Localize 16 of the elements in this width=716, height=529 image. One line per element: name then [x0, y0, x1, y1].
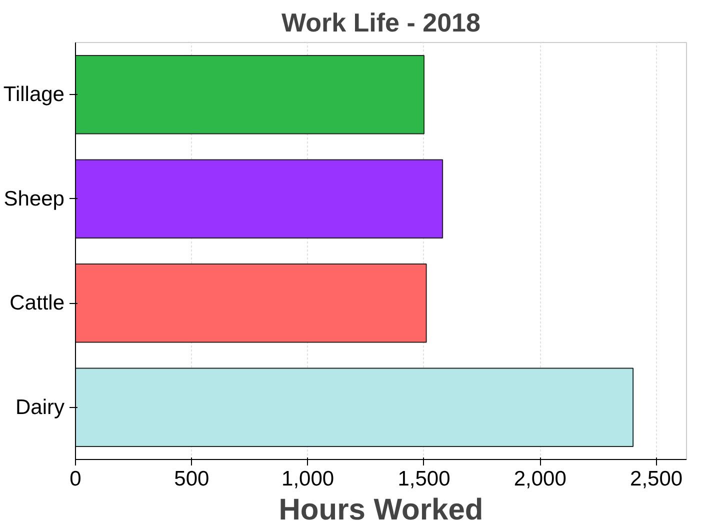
bar	[76, 368, 634, 447]
x-tick-label: 2,500	[630, 468, 683, 490]
chart-title: Work Life - 2018	[282, 8, 480, 38]
bar	[76, 264, 427, 343]
bar	[76, 159, 444, 238]
x-tick-label: 2,000	[514, 468, 566, 490]
x-tick-label: 1,000	[282, 468, 334, 490]
x-tick-label: 500	[174, 468, 210, 490]
x-tick-label: 1,500	[398, 468, 450, 490]
x-axis-title: Hours Worked	[278, 494, 484, 526]
y-tick-label: Cattle	[10, 292, 64, 315]
y-tick-label: Dairy	[15, 396, 65, 419]
bar	[76, 55, 424, 134]
x-tick-label: 0	[70, 468, 82, 490]
y-tick-label: Tillage	[3, 83, 65, 106]
y-tick-label: Sheep	[4, 187, 65, 210]
